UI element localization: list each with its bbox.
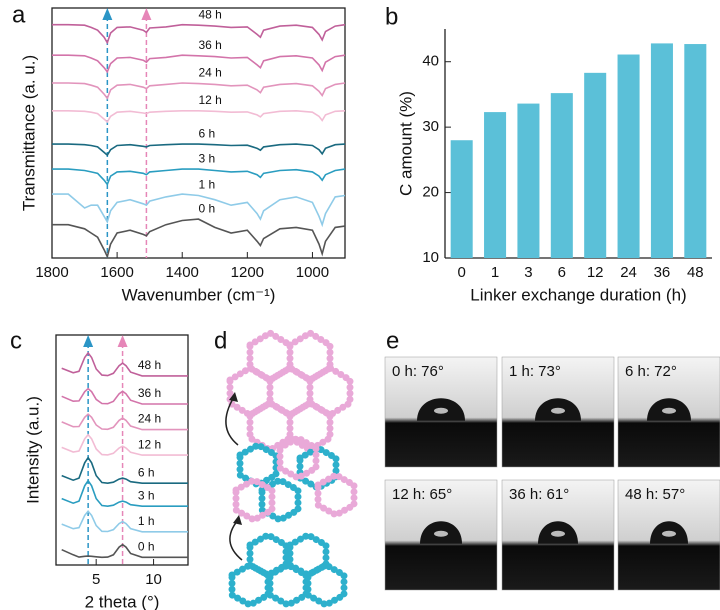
x-tick-label: 36	[654, 264, 671, 281]
x-tick-label: 1800	[35, 264, 68, 281]
x-tick-label: 3	[524, 264, 532, 281]
series-line	[62, 353, 188, 376]
series-line	[52, 219, 345, 257]
series-label: 0 h	[138, 540, 155, 554]
series-line	[62, 458, 188, 484]
reference-arrow	[118, 335, 128, 347]
series-label: 3 h	[138, 488, 155, 502]
y-axis-label: C amount (%)	[396, 91, 415, 196]
reference-arrow	[102, 8, 112, 20]
series-line	[62, 545, 188, 558]
series-label: 36 h	[199, 38, 222, 52]
x-tick-label: 24	[620, 264, 637, 281]
bar	[651, 43, 673, 258]
x-tick-label: 12	[587, 264, 604, 281]
photo-caption: 6 h: 72°	[625, 363, 677, 380]
series-label: 12 h	[199, 93, 222, 107]
framework-bottom	[232, 535, 344, 605]
x-tick-label: 1600	[100, 264, 133, 281]
x-tick-label: 1000	[296, 264, 329, 281]
series-label: 1 h	[138, 514, 155, 528]
y-tick-label: 20	[422, 184, 439, 201]
x-tick-label: 5	[92, 571, 100, 588]
photo-caption: 0 h: 76°	[392, 363, 444, 380]
series-label: 48 h	[199, 7, 222, 21]
photo-caption: 1 h: 73°	[509, 363, 561, 380]
bar	[584, 73, 606, 258]
arrowhead	[233, 515, 242, 525]
series-line	[62, 435, 188, 455]
series-line	[52, 111, 345, 122]
reference-arrow	[141, 8, 151, 20]
bar	[551, 93, 573, 258]
photo-caption: 36 h: 61°	[509, 486, 569, 503]
series-label: 0 h	[199, 201, 216, 215]
series-label: 12 h	[138, 437, 161, 451]
series-label: 24 h	[199, 66, 222, 80]
series-label: 3 h	[199, 151, 216, 165]
x-tick-label: 0	[458, 264, 466, 281]
reference-arrow	[83, 335, 93, 347]
panel-d-art	[226, 333, 354, 605]
series-line	[62, 414, 188, 429]
droplet-highlight	[551, 531, 565, 537]
bar	[517, 104, 539, 258]
x-tick-label: 48	[687, 264, 704, 281]
bar	[484, 112, 506, 258]
figure: a180016001400120010000 h1 h3 h6 h12 h24 …	[0, 0, 720, 610]
panel-label: c	[10, 327, 22, 354]
bar	[618, 55, 640, 258]
series-label: 6 h	[199, 126, 216, 140]
series-label: 1 h	[199, 178, 216, 192]
y-axis-label: Intensity (a.u.)	[23, 396, 42, 504]
droplet-highlight	[662, 531, 676, 537]
series-line	[62, 389, 188, 404]
panel-label: a	[12, 1, 26, 28]
droplet-highlight	[662, 408, 676, 414]
y-axis-label: Transmittance (a. u.)	[19, 55, 38, 211]
framework-top	[230, 333, 350, 450]
photo-caption: 12 h: 65°	[392, 486, 452, 503]
series-line	[62, 511, 188, 532]
series-label: 24 h	[138, 412, 161, 426]
x-tick-label: 6	[558, 264, 566, 281]
y-tick-label: 10	[422, 249, 439, 266]
droplet-highlight	[551, 408, 565, 414]
series-line	[62, 481, 188, 507]
series-label: 36 h	[138, 386, 161, 400]
bar	[451, 140, 473, 258]
x-tick-label: 1200	[231, 264, 264, 281]
x-axis-label: Linker exchange duration (h)	[470, 285, 686, 304]
bar	[684, 44, 706, 258]
x-tick-label: 1	[491, 264, 499, 281]
droplet-highlight	[434, 408, 448, 414]
panel-label: d	[214, 327, 227, 354]
y-tick-label: 40	[422, 53, 439, 70]
droplet-highlight	[434, 531, 448, 537]
x-tick-label: 1400	[166, 264, 199, 281]
panel-label: e	[386, 327, 399, 354]
y-tick-label: 30	[422, 118, 439, 135]
x-axis-label: 2 theta (°)	[85, 592, 160, 610]
series-label: 6 h	[138, 465, 155, 479]
panel-label: b	[385, 3, 398, 30]
arrow	[230, 520, 242, 560]
photo-caption: 48 h: 57°	[625, 486, 685, 503]
x-tick-label: 10	[145, 571, 162, 588]
x-axis-label: Wavenumber (cm⁻¹)	[122, 285, 276, 304]
series-label: 48 h	[138, 358, 161, 372]
